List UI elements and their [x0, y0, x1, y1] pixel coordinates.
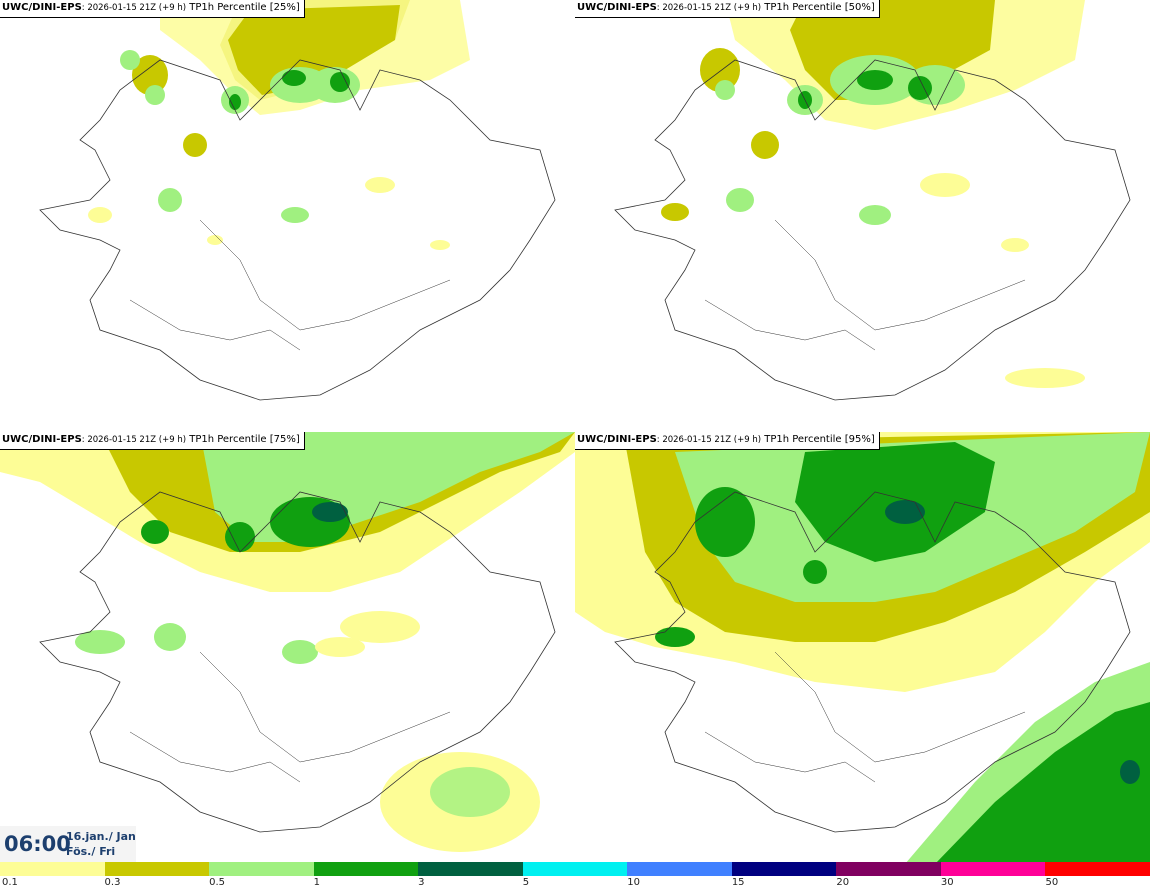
legend-swatch — [1045, 862, 1150, 876]
color-legend: 0.1 0.3 0.5 1 3 5 10 15 20 30 50 — [0, 862, 1150, 891]
legend-swatch — [104, 862, 210, 876]
precip-map — [0, 432, 575, 852]
precip-field — [0, 432, 575, 852]
legend-swatch — [836, 862, 941, 876]
legend-swatch — [0, 862, 105, 876]
legend-swatch — [731, 862, 837, 876]
legend-swatches — [0, 862, 1150, 876]
map-panel-p75: UWC/DINI-EPS: 2026-01-15 21Z (+9 h) TP1h… — [0, 432, 575, 864]
map-panel-p50: UWC/DINI-EPS: 2026-01-15 21Z (+9 h) TP1h… — [575, 0, 1150, 432]
legend-label: 0.3 — [104, 877, 121, 888]
legend-label: 3 — [418, 877, 425, 888]
valid-weekday: Fös./ Fri — [66, 845, 116, 858]
coastline — [39, 491, 556, 833]
legend-label: 10 — [627, 877, 640, 888]
legend-label: 0.5 — [209, 877, 225, 888]
coastline — [614, 59, 1131, 401]
legend-swatch — [209, 862, 314, 876]
map-panel-p25: UWC/DINI-EPS: 2026-01-15 21Z (+9 h) TP1h… — [0, 0, 575, 432]
legend-label: 5 — [522, 877, 530, 888]
coastline — [39, 59, 556, 401]
precip-field — [661, 0, 1085, 388]
legend-label: 30 — [940, 877, 954, 888]
legend-swatch — [418, 862, 523, 876]
precip-field — [88, 0, 470, 250]
legend-label: 50 — [1045, 877, 1059, 888]
panel-title: UWC/DINI-EPS: 2026-01-15 21Z (+9 h) TP1h… — [575, 432, 880, 450]
valid-time: 06:00 — [4, 832, 71, 856]
precip-map — [575, 432, 1150, 864]
panel-title: UWC/DINI-EPS: 2026-01-15 21Z (+9 h) TP1h… — [0, 432, 305, 450]
coastline — [614, 491, 1131, 833]
legend-swatch — [627, 862, 732, 876]
legend-swatch — [940, 862, 1046, 876]
panel-title: UWC/DINI-EPS: 2026-01-15 21Z (+9 h) TP1h… — [575, 0, 880, 18]
precip-map — [39, 0, 556, 401]
legend-label: 1 — [313, 877, 320, 888]
precip-map — [614, 0, 1131, 401]
valid-time-box: 06:00 16.jan./ Jan Fös./ Fri — [0, 826, 136, 862]
valid-date: 16.jan./ Jan — [66, 830, 136, 843]
map-panel-p95: UWC/DINI-EPS: 2026-01-15 21Z (+9 h) TP1h… — [575, 432, 1150, 864]
legend-label: 20 — [836, 877, 850, 888]
legend-label: 0.1 — [2, 877, 18, 888]
legend-swatch — [313, 862, 419, 876]
legend-swatch — [522, 862, 628, 876]
panel-title: UWC/DINI-EPS: 2026-01-15 21Z (+9 h) TP1h… — [0, 0, 305, 18]
precip-field — [575, 432, 1150, 864]
legend-label: 15 — [731, 877, 745, 888]
